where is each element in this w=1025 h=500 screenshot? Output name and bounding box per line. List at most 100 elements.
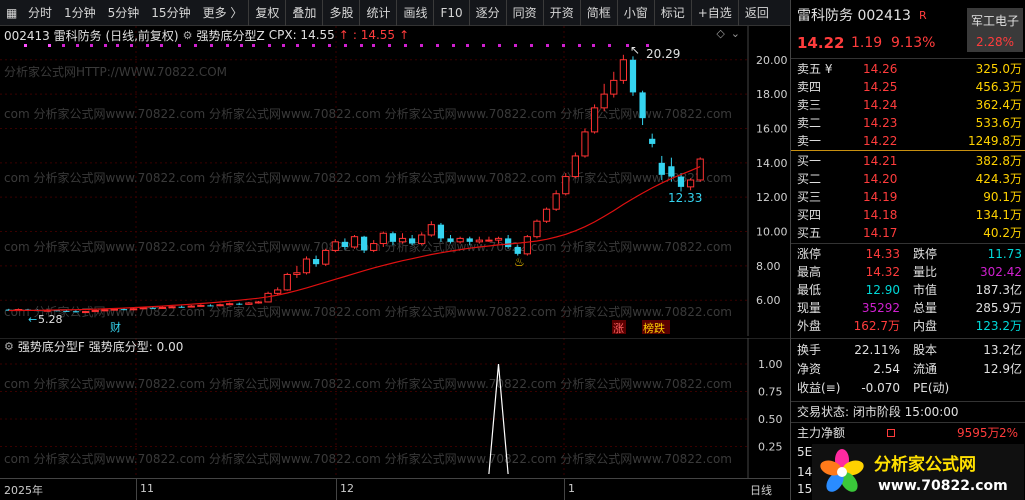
candle-body [610,79,618,95]
signal-dot [146,44,149,47]
signal-dot [130,44,133,47]
bid-row: 买一 14.21 382.8万 [791,153,1025,170]
tab-more[interactable]: 更多 〉 [202,5,243,20]
candle-body [389,233,397,242]
indicator-settings-icon[interactable]: ⚙ [182,28,193,42]
watermark-text-4: com 分析家公式网www.70822.com 分析家公式网www.70822.… [4,239,732,254]
candle-body [629,59,637,93]
bid-row: 买三 14.19 90.1万 [791,189,1025,206]
ask-price: 14.23 [863,116,898,130]
signal-dot [328,44,331,47]
ask-volume: 1249.8万 [968,134,1022,148]
back-button[interactable]: 返回 [737,0,775,26]
price-tick-label: 8.00 [756,260,781,273]
bangdie-marker-bg [642,320,670,334]
main-candlestick-chart[interactable]: 分析家公式网HTTP://WWW.70822.COM com 分析家公式网www… [0,26,790,336]
last-price: 14.22 [797,34,845,52]
ask-label: 卖三 [797,98,822,112]
tab-5min[interactable]: 5分钟 [107,5,140,20]
price-tick-label: 18.00 [756,88,788,101]
month-jan-label: 1 [568,482,575,495]
diamond-icon[interactable]: ◇ [716,27,725,40]
watermark-text-1: 分析家公式网HTTP://WWW.70822.COM [4,64,227,79]
tab-15min[interactable]: 15分钟 [151,5,191,20]
ask-price: 14.24 [863,98,898,112]
small-window-button[interactable]: 小窗 [616,0,654,26]
tab-timeshare[interactable]: 分时 [28,5,53,20]
stat-value-2: 187.3亿 [975,283,1022,297]
candle-body [639,92,646,119]
sub-indicator-name: 强势底分型F [17,339,85,354]
statistics-button[interactable]: 统计 [359,0,396,26]
overlay-button[interactable]: 叠加 [285,0,322,26]
signal-dot [312,44,315,47]
stats-row-2: 收益(≡) -0.070 PE(动) [791,380,1025,397]
main-flow-label: 主力净额 [797,426,846,440]
bid-row: 买二 14.20 424.3万 [791,171,1025,188]
mark-button[interactable]: 标记 [653,0,691,26]
sector-box[interactable]: 军工电子 2.28% [967,8,1023,52]
signal-dot [104,44,107,47]
logo-url: www.70822.com [878,478,1008,494]
signal-dot [240,44,243,47]
by-minute-button[interactable]: 逐分 [468,0,506,26]
candle-body [649,138,656,144]
draw-line-button[interactable]: 画线 [396,0,433,26]
ask-row: 卖一 14.22 1249.8万 [791,133,1025,150]
candle-body [514,246,521,254]
candle-body [360,236,368,251]
tick-nov [136,479,137,500]
main-flow-pct: 2% [998,426,1018,440]
adjust-button[interactable]: 复权 [248,0,285,26]
stat-value: 2.54 [873,362,900,376]
add-favorite-button[interactable]: +自选 [690,0,738,26]
logo-text: 分析家公式网 [874,454,976,475]
r-badge: R [919,9,927,22]
grid-menu-icon[interactable]: ▦ [6,5,18,20]
start-arrow-icon: ← [28,313,37,326]
candle-body [379,232,387,245]
signal-dot [160,44,163,47]
sub-watermark-layer: com 分析家公式网www.70822.com 分析家公式网www.70822.… [4,376,732,466]
sub-axis: 1.00 0.75 0.50 0.25 [0,338,783,478]
f10-button[interactable]: F10 [433,0,468,26]
candle-body [226,303,234,306]
signal-dot [608,44,611,47]
sub-indicator-chart[interactable]: com 分析家公式网www.70822.com 分析家公式网www.70822.… [0,338,790,478]
bid-label: 买四 [797,208,822,222]
candle-body [168,306,176,309]
same-capital-button[interactable]: 同资 [505,0,543,26]
sub-chart-header: ⚙ 强势底分型F 强势底分型: 0.00 [0,338,740,354]
tab-1min[interactable]: 1分钟 [64,5,96,20]
sub-indicator-settings-icon[interactable]: ⚙ [4,339,14,353]
signal-bag-icon: ♨ [514,255,525,269]
tick-jan [564,479,565,500]
zhang-marker-bg [612,320,626,334]
ask-label: 卖五 ¥ [797,62,833,76]
ask-price: 14.26 [863,62,898,76]
candle-body [571,155,579,178]
ask-price: 14.22 [863,134,898,148]
open-capital-button[interactable]: 开资 [542,0,580,26]
indicator-name: 强势底分型Z [196,28,265,43]
stat-label-2: 跌停 [913,247,938,261]
chevron-down-icon[interactable]: ⌄ [730,27,740,40]
bid-volume: 424.3万 [975,172,1022,186]
bid-label: 买一 [797,154,822,168]
divider-1 [791,58,1025,59]
sector-pct: 2.28% [975,35,1015,49]
multi-stock-button[interactable]: 多股 [322,0,359,26]
signal-dot [226,44,229,47]
candle-body [398,237,407,243]
candle-body [283,273,291,291]
simple-frame-button[interactable]: 简框 [579,0,617,26]
watermark-text-5: com 分析家公式网www.70822.com 分析家公式网www.70822.… [4,304,732,319]
signal-dot [194,44,197,47]
period-label[interactable]: 日线 [750,484,772,497]
candle-body [686,179,695,188]
candle-body [245,302,253,305]
candle-body [494,237,503,241]
ask-volume: 362.4万 [975,98,1022,112]
price-tick-label: 20.00 [756,54,788,67]
divider-3 [791,338,1025,339]
